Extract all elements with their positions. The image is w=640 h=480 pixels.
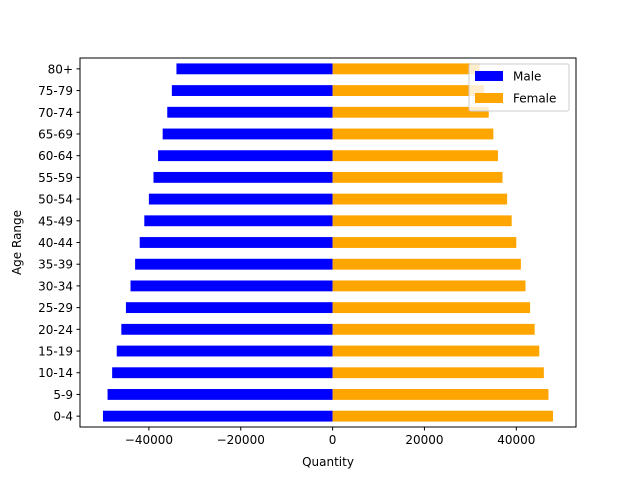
y-tick-label: 30-34 <box>38 279 73 293</box>
bar-female-60-64 <box>332 150 498 162</box>
bar-male-25-29 <box>125 302 333 314</box>
y-axis-ticks: 0-4 5-9 10-14 15-19 20-24 25-29 30-34 35-39 40-4… <box>38 62 80 424</box>
bar-male-5-9 <box>107 389 333 400</box>
y-tick-label: 80+ <box>48 62 73 76</box>
bar-female-35-39 <box>332 258 521 270</box>
y-tick-label: 40-44 <box>38 236 73 250</box>
bar-female-40-44 <box>332 237 517 248</box>
y-tick-label: 65-69 <box>38 127 73 141</box>
y-tick-label: 10-14 <box>38 366 73 380</box>
y-tick-label: 0-4 <box>53 410 73 424</box>
bar-female-80+ <box>332 63 480 75</box>
bar-male-75-79 <box>171 85 333 96</box>
y-axis-label: Age Range <box>10 210 24 275</box>
bar-male-60-64 <box>158 150 333 162</box>
bar-female-75-79 <box>332 85 485 96</box>
legend-swatch-male <box>475 71 503 81</box>
y-tick-label: 45-49 <box>38 214 73 228</box>
y-tick-label: 60-64 <box>38 149 73 163</box>
x-tick-label: −40000 <box>125 433 173 447</box>
bar-male-15-19 <box>116 345 333 357</box>
bar-male-45-49 <box>144 215 333 227</box>
bars-layer <box>102 63 554 422</box>
bar-female-20-24 <box>332 323 535 335</box>
y-tick-label: 50-54 <box>38 193 73 207</box>
bar-female-10-14 <box>332 367 544 379</box>
bar-female-15-19 <box>332 345 540 357</box>
bar-female-0-4 <box>332 410 554 422</box>
legend: Male Female <box>468 63 570 112</box>
bar-female-25-29 <box>332 302 531 314</box>
bar-male-80+ <box>176 63 333 75</box>
bar-male-30-34 <box>130 280 333 292</box>
y-tick-label: 25-29 <box>38 301 73 315</box>
y-tick-label: 15-19 <box>38 345 73 359</box>
y-tick-label: 75-79 <box>38 84 73 98</box>
y-tick-label: 20-24 <box>38 323 73 337</box>
bar-female-65-69 <box>332 128 494 140</box>
bar-male-40-44 <box>139 237 333 248</box>
bar-female-5-9 <box>332 389 549 400</box>
bar-male-10-14 <box>112 367 333 379</box>
legend-swatch-female <box>475 93 503 103</box>
bar-female-70-74 <box>332 106 489 118</box>
legend-label-female: Female <box>513 92 556 106</box>
bar-male-70-74 <box>167 106 333 118</box>
x-tick-label: 20000 <box>405 433 443 447</box>
bar-male-20-24 <box>121 323 333 335</box>
x-axis-ticks: −40000 −20000 0 20000 40000 <box>125 427 535 447</box>
y-tick-label: 55-59 <box>38 171 73 185</box>
bar-male-35-39 <box>135 258 333 270</box>
y-tick-label: 5-9 <box>53 388 73 402</box>
x-tick-label: 0 <box>329 433 337 447</box>
legend-label-male: Male <box>513 70 541 84</box>
bar-male-55-59 <box>153 171 333 183</box>
bar-female-30-34 <box>332 280 526 292</box>
bar-female-50-54 <box>332 193 508 205</box>
bar-male-65-69 <box>162 128 333 140</box>
x-axis-label: Quantity <box>302 455 354 469</box>
x-tick-label: −20000 <box>217 433 265 447</box>
y-tick-label: 70-74 <box>38 106 73 120</box>
y-tick-label: 35-39 <box>38 258 73 272</box>
bar-female-45-49 <box>332 215 512 227</box>
bar-male-50-54 <box>148 193 333 205</box>
bar-male-0-4 <box>102 410 333 422</box>
bar-female-55-59 <box>332 171 503 183</box>
x-tick-label: 40000 <box>497 433 535 447</box>
